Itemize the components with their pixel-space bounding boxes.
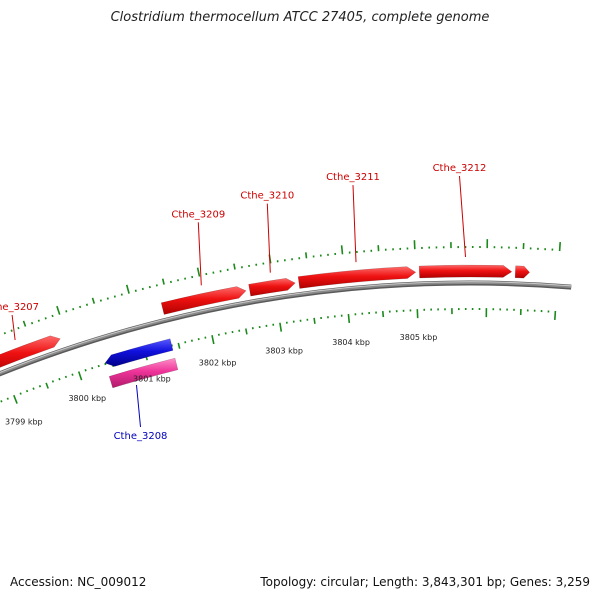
outer-tick [191,275,194,279]
inner-tick [177,342,181,349]
gene-cthe-3212-arrow [418,264,513,279]
outer-tick [155,284,158,287]
inner-tick [38,385,42,388]
outer-tick [79,305,82,309]
genes-layer [0,264,530,389]
inner-tick [25,389,29,393]
outer-tick [30,321,34,325]
outer-tick [10,329,13,332]
gene-cthe-3210-arrow [248,278,296,297]
inner-tick [0,400,3,403]
backbone-shadow [0,280,572,377]
inner-tick [190,339,193,342]
backbone-layer [0,280,572,377]
gene-cthe-3208-arrow [104,338,174,367]
inner-tick [13,394,18,404]
inner-tick [6,397,9,400]
backbone-line [0,281,572,375]
gene-cthe-3211-label: Cthe_3211 [326,172,380,183]
genome-stats-text: Topology: circular; Length: 3,843,301 bp… [260,575,590,589]
inner-tick [71,373,74,376]
outer-tick [340,245,344,255]
gene-cthe-3212-leader [459,175,466,258]
outer-tick [134,289,137,292]
inner-tick [32,387,35,390]
outer-tick [196,267,201,277]
gene-cthe-3212-label: Cthe_3212 [433,163,487,174]
kbp-label: 3800 kbp [68,394,106,403]
outer-tick [161,278,165,285]
kbp-label: 3803 kbp [265,346,303,355]
outer-tick-track [3,239,561,335]
outer-tick [72,307,75,311]
gene-cthe-3210-leader [266,203,271,273]
backbone-highlight [0,281,572,374]
outer-tick [44,317,47,320]
kbp-label: 3801 kbp [133,375,171,384]
inner-tick [64,375,68,379]
outer-tick [99,299,102,302]
inner-tick [97,364,100,368]
outer-tick [85,303,89,306]
inner-tick [84,369,87,372]
gene-cthe-3207-label: Cthe_3207 [0,302,39,313]
outer-tick [558,242,561,252]
gene-unnamed-9-arrow [514,265,530,279]
inner-tick [58,377,61,381]
inner-tick [91,366,94,370]
gene-cthe-3210-label: Cthe_3210 [240,191,294,202]
outer-tick [56,305,61,315]
outer-tick [169,280,172,284]
inner-tick [170,344,173,347]
kbp-label: 3804 kbp [332,338,370,347]
outer-tick [148,285,151,289]
labels-layer: Cthe_3206Cthe_3207Cthe_3208Cthe_3209Cthe… [0,163,486,442]
gene-cthe-3211-leader [352,185,357,263]
inner-tick [554,310,557,320]
gene-cthe-3209-leader [197,222,202,286]
inner-tick [347,313,351,323]
inner-tick [184,341,187,344]
outer-tick [51,314,54,318]
accession-text: Accession: NC_009012 [10,575,147,589]
outer-tick [65,310,68,313]
inner-tick [313,317,316,324]
inner-tick [245,328,248,335]
gene-cthe-3207-arrow [0,335,61,368]
outer-tick [22,320,27,327]
gene-cthe-3209-label: Cthe_3209 [171,209,225,220]
outer-tick [120,293,123,296]
gene-cthe-3209-arrow [160,286,247,315]
kbp-label: 3802 kbp [199,359,237,368]
outer-tick [113,295,116,298]
kbp-label: 3799 kbp [5,417,43,426]
inner-tick [19,392,22,395]
gene-cthe-3208-leader [136,384,141,428]
outer-tick [106,297,109,300]
inner-tick [51,380,55,383]
map-title: Clostridium thermocellum ATCC 27405, com… [110,10,490,25]
inner-tick [279,322,283,332]
inner-tick [211,335,215,345]
inner-tick [45,382,49,389]
outer-tick [91,297,96,304]
rna-gene-block [108,357,179,389]
inner-tick [77,371,83,381]
gene-cthe-3208-label: Cthe_3208 [114,431,168,442]
outer-tick [305,252,308,259]
outer-tick [125,284,130,294]
gene-cthe-3211-arrow [297,266,417,289]
inner-tick [104,362,107,366]
outer-tick [233,263,236,270]
kbp-label: 3805 kbp [400,333,438,342]
inner-tick [382,311,385,318]
outer-tick [37,319,40,322]
gene-cthe-3207-leader [11,314,16,341]
outer-tick [141,287,144,291]
outer-tick [17,326,20,330]
outer-tick [3,332,6,335]
